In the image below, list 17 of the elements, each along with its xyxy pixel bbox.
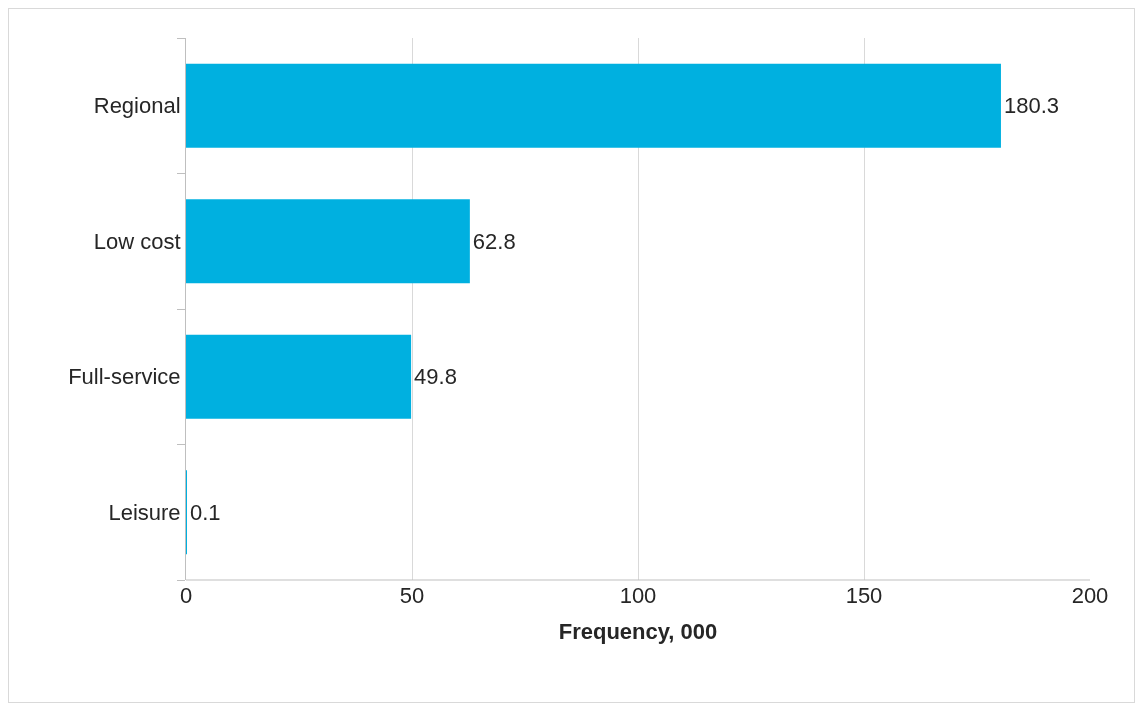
- x-tick-label: 100: [619, 583, 657, 608]
- data-label: 49.8: [414, 364, 457, 390]
- data-label: 180.3: [1003, 93, 1060, 119]
- y-tick-label: Leisure: [108, 499, 181, 525]
- x-tick-label: 150: [845, 583, 883, 608]
- y-tick-label: Regional: [93, 93, 181, 119]
- bar: [186, 199, 470, 284]
- x-tick-label: 0: [179, 583, 193, 608]
- x-tick-label: 50: [399, 583, 425, 608]
- x-tick-label: 200: [1071, 583, 1109, 608]
- y-tick-label: Full-service: [68, 364, 181, 390]
- bar: [186, 334, 412, 419]
- data-label: 62.8: [472, 228, 516, 254]
- bar: [186, 63, 1001, 148]
- x-axis-title: Frequency, 000: [558, 618, 718, 644]
- data-label: 0.1: [190, 499, 221, 525]
- y-tick-label: Low cost: [93, 228, 181, 254]
